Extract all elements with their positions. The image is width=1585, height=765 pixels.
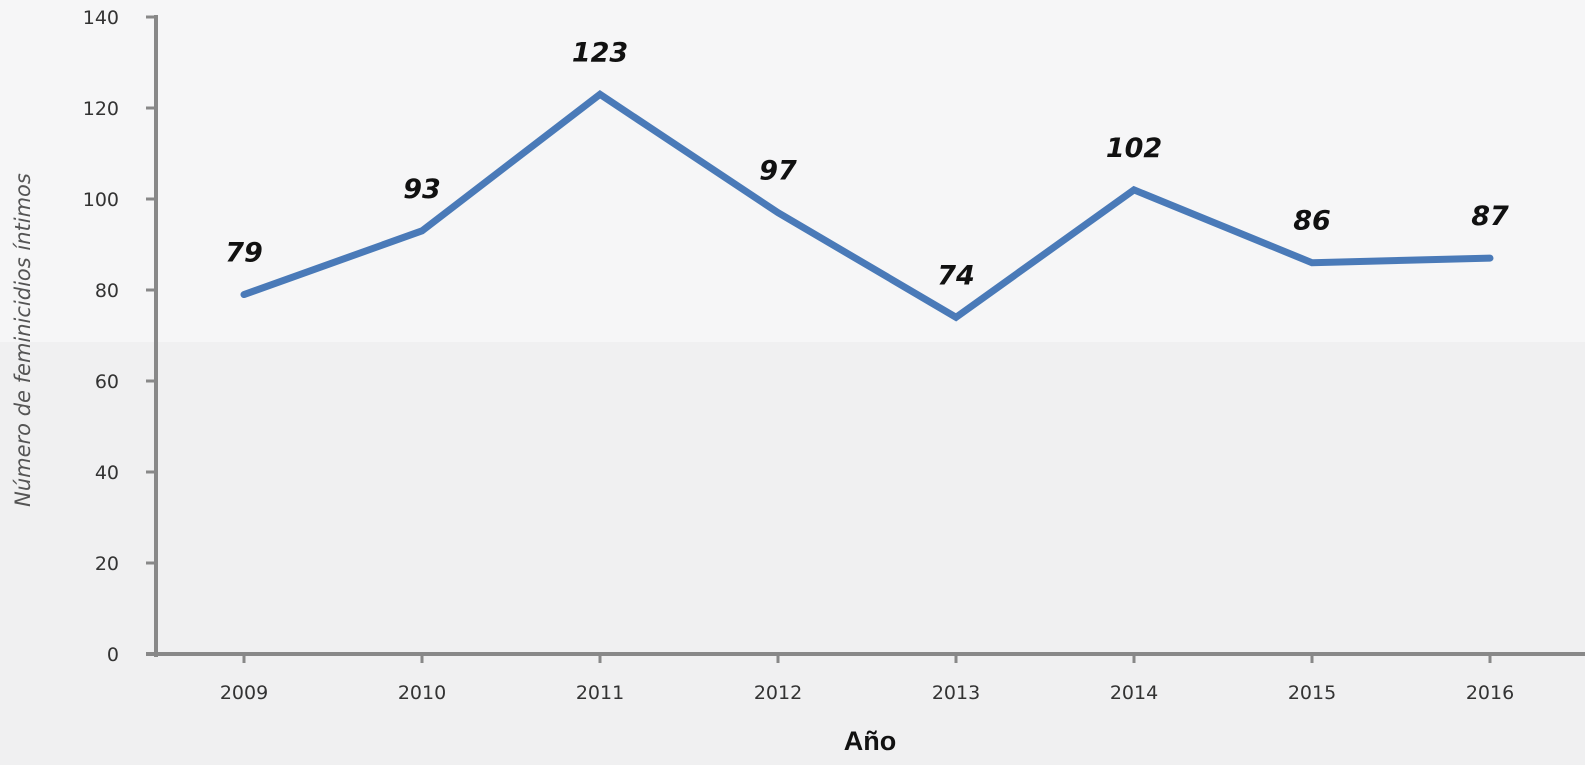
x-tick-label: 2013	[932, 682, 980, 704]
x-tick-label: 2015	[1288, 682, 1336, 704]
data-labels: 79 93 123 97 74 102 86 87	[225, 37, 1509, 291]
y-tick-label: 60	[95, 371, 119, 393]
x-axis-ticks: 2009 2010 2011 2012 2013 2014 2015 2016	[220, 654, 1514, 704]
y-tick-label: 120	[83, 98, 119, 120]
data-label: 86	[1293, 206, 1331, 237]
data-label: 93	[403, 174, 441, 205]
x-tick-label: 2011	[576, 682, 624, 704]
x-tick-label: 2014	[1110, 682, 1158, 704]
chart-background-bottom-band	[0, 342, 1585, 765]
data-label: 87	[1471, 201, 1509, 232]
x-tick-label: 2012	[754, 682, 802, 704]
y-tick-label: 80	[95, 280, 119, 302]
data-label: 79	[225, 238, 263, 269]
x-tick-label: 2016	[1466, 682, 1514, 704]
y-tick-label: 20	[95, 553, 119, 575]
x-tick-label: 2009	[220, 682, 268, 704]
data-label: 74	[937, 260, 975, 291]
data-label: 97	[759, 156, 797, 187]
x-tick-label: 2010	[398, 682, 446, 704]
data-label: 102	[1106, 133, 1162, 164]
y-axis-title: Número de feminicidios íntimos	[11, 173, 35, 507]
y-tick-label: 40	[95, 462, 119, 484]
data-label: 123	[572, 37, 628, 68]
y-tick-label: 100	[83, 189, 119, 211]
x-axis-title: Año	[844, 726, 896, 756]
y-tick-label: 0	[107, 644, 119, 666]
y-tick-label: 140	[83, 7, 119, 29]
series-layer	[240, 90, 1494, 322]
series-line	[240, 90, 1494, 322]
